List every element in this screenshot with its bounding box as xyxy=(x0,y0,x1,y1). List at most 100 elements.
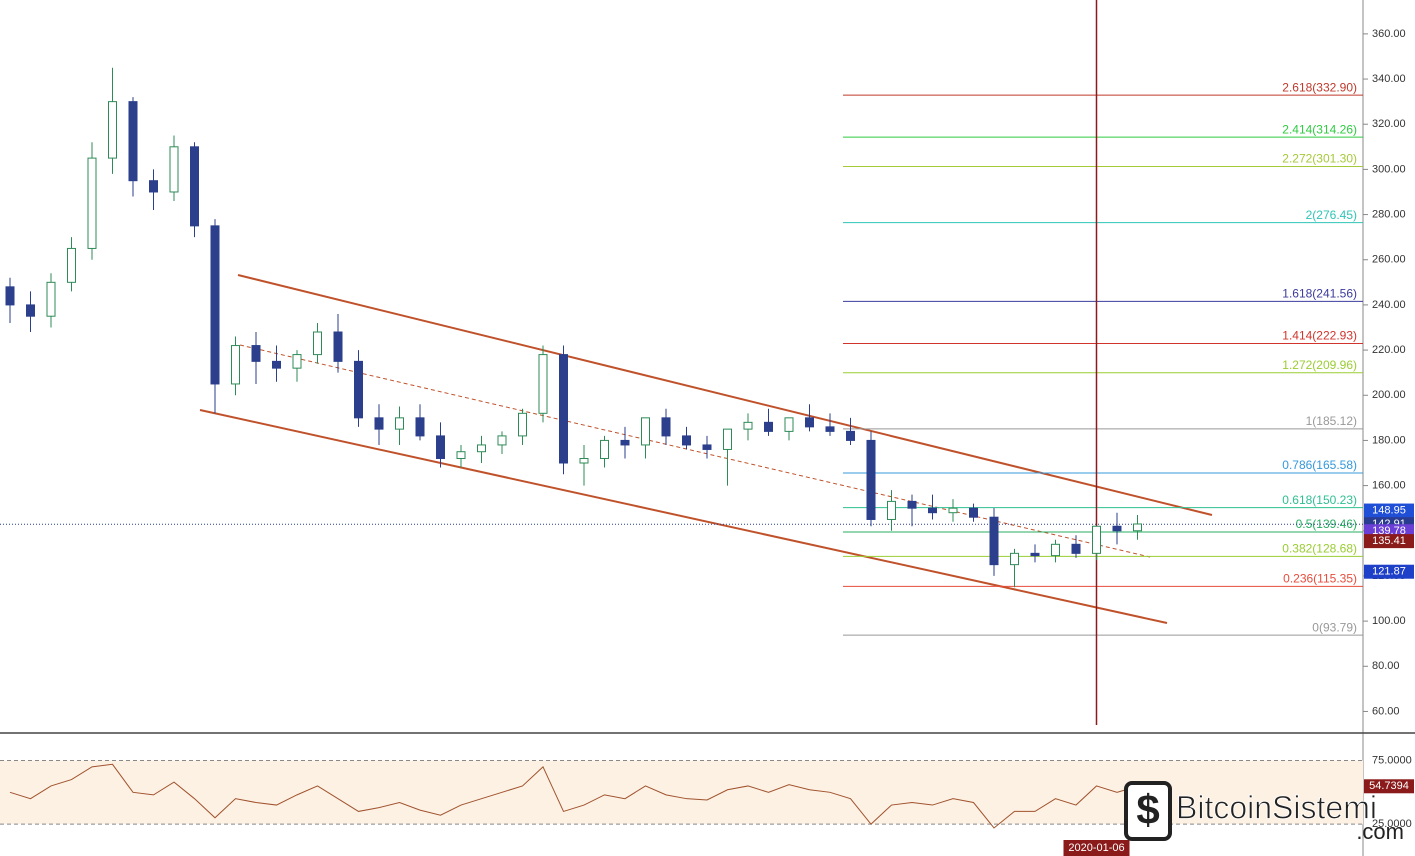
watermark-suffix: .com xyxy=(1356,819,1404,844)
price-tag-bg xyxy=(1364,564,1414,579)
candle-body xyxy=(5,286,15,306)
candle-body xyxy=(87,157,97,249)
fib-label: 1.618(241.56) xyxy=(1282,287,1357,301)
candle-body xyxy=(764,421,773,432)
candle-body xyxy=(46,281,56,317)
candle-body xyxy=(497,435,507,446)
candle-body xyxy=(620,439,630,446)
candle-body xyxy=(272,360,281,369)
fib-label: 1(185.12) xyxy=(1306,414,1357,428)
fib-label: 0(93.79) xyxy=(1312,620,1357,634)
fib-label: 0.382(128.68) xyxy=(1282,542,1357,556)
candle-body xyxy=(26,304,35,317)
candle-body xyxy=(169,146,179,193)
candle-body xyxy=(518,412,527,437)
candle-body xyxy=(436,435,445,459)
fib-label: 0.618(150.23) xyxy=(1282,493,1357,507)
candle-body xyxy=(231,345,240,385)
candle-body xyxy=(1051,543,1060,557)
y-tick-label: 60.00 xyxy=(1372,705,1400,717)
watermark: $ BitcoinSistemi .com xyxy=(1124,781,1404,844)
channel-lower xyxy=(199,409,1168,624)
y-tick-label: 360.00 xyxy=(1372,28,1406,40)
candle-body xyxy=(887,500,896,520)
fib-label: 2.618(332.90) xyxy=(1282,80,1357,94)
rsi-tick-label: 25.0000 xyxy=(1372,818,1412,830)
candle-body xyxy=(907,500,917,509)
candle-body xyxy=(292,354,302,369)
channel-upper xyxy=(237,274,1213,516)
fib-label: 0.236(115.35) xyxy=(1283,572,1357,586)
candle-body xyxy=(190,146,199,227)
candle-body xyxy=(149,180,158,193)
candle-body xyxy=(333,331,343,362)
candle-body xyxy=(415,417,425,437)
y-tick-label: 320.00 xyxy=(1372,118,1406,130)
y-tick-label: 80.00 xyxy=(1372,660,1400,672)
candle-body xyxy=(825,426,835,432)
candle-body xyxy=(559,354,568,464)
y-tick-label: 200.00 xyxy=(1372,389,1406,401)
candle-body xyxy=(784,417,794,432)
candle-body xyxy=(210,225,220,385)
candle-body xyxy=(600,439,609,459)
candle-body xyxy=(395,417,404,430)
price-tag: 135.41 xyxy=(1372,535,1406,547)
price-tag: 121.87 xyxy=(1372,566,1406,578)
candle-body xyxy=(948,507,958,514)
y-tick-label: 240.00 xyxy=(1372,299,1406,311)
candle-body xyxy=(538,354,548,414)
watermark-name: BitcoinSistemi xyxy=(1176,789,1377,825)
date-label-bg xyxy=(1063,840,1130,856)
candle-body xyxy=(251,345,261,362)
candle-body xyxy=(702,444,712,450)
candle-body xyxy=(846,430,855,441)
candle-body xyxy=(477,444,486,453)
fib-label: 2.414(314.26) xyxy=(1282,122,1357,136)
candle-body xyxy=(1092,525,1101,554)
candle-body xyxy=(805,417,814,428)
candle-body xyxy=(354,360,363,419)
candle-body xyxy=(989,516,999,566)
rsi-tag-bg xyxy=(1364,779,1414,794)
candle-body xyxy=(67,247,76,283)
fib-label: 0.786(165.58) xyxy=(1282,458,1357,472)
y-tick-label: 280.00 xyxy=(1372,208,1406,220)
candle-body xyxy=(1071,543,1081,554)
date-label: 2020-01-06 xyxy=(1068,842,1124,854)
y-tick-label: 180.00 xyxy=(1372,434,1406,446)
candle-body xyxy=(1030,552,1040,557)
candle-body xyxy=(128,101,138,182)
candle-body xyxy=(641,417,650,446)
candle-body xyxy=(313,331,322,356)
candle-body xyxy=(723,428,732,450)
y-tick-label: 260.00 xyxy=(1372,254,1406,266)
price-tag-bg xyxy=(1364,534,1414,549)
fib-label: 1.414(222.93) xyxy=(1282,329,1357,343)
fib-label: 2(276.45) xyxy=(1306,208,1357,222)
y-tick-label: 100.00 xyxy=(1372,615,1406,627)
y-tick-label: 340.00 xyxy=(1372,73,1406,85)
rsi-line xyxy=(9,763,1138,829)
candle-body xyxy=(928,507,937,514)
price-tag: 148.95 xyxy=(1372,504,1406,516)
candle-body xyxy=(661,417,671,437)
candle-body xyxy=(579,457,589,464)
fib-label: 1.272(209.96) xyxy=(1282,358,1357,372)
candle-body xyxy=(1112,525,1122,532)
y-tick-label: 300.00 xyxy=(1372,163,1406,175)
candle-body xyxy=(1133,523,1142,532)
candle-body xyxy=(1010,552,1019,566)
rsi-tick-label: 75.0000 xyxy=(1372,754,1412,766)
watermark-icon-letter: $ xyxy=(1136,786,1159,833)
y-tick-label: 220.00 xyxy=(1372,344,1406,356)
candle-body xyxy=(866,439,876,520)
y-tick-label: 160.00 xyxy=(1372,479,1406,491)
candle-body xyxy=(682,435,691,446)
price-tag-bg xyxy=(1364,503,1414,518)
rsi-tag: 54.7394 xyxy=(1369,780,1409,792)
candle-body xyxy=(456,451,466,459)
candle-body xyxy=(374,417,384,430)
